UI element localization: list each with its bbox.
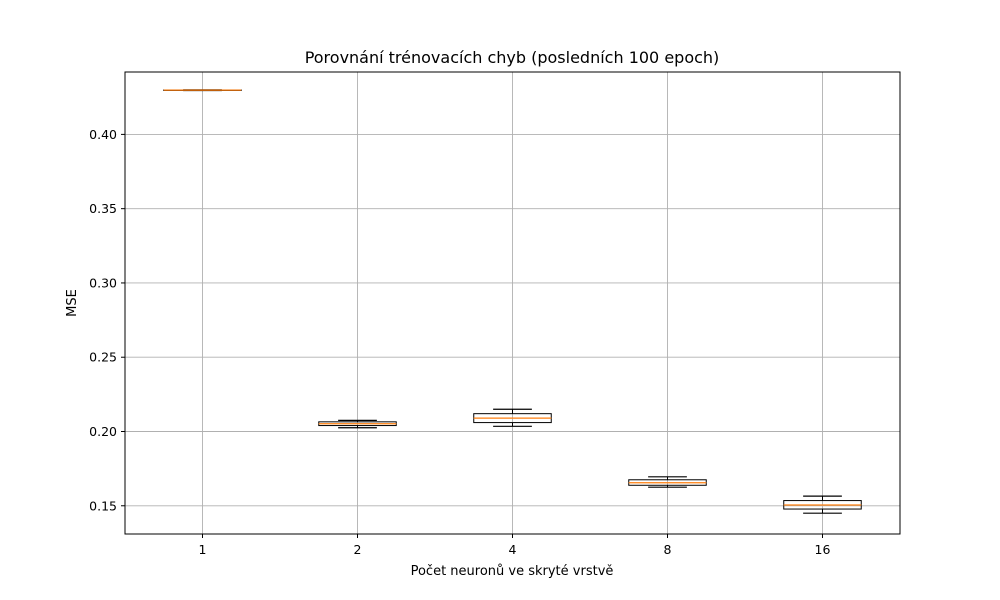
box-16 <box>783 495 862 514</box>
x-axis-ticks: 1 2 4 8 16 <box>199 534 831 557</box>
x-axis-label: Počet neuronů ve skryté vrstvě <box>411 564 614 579</box>
x-tick-label: 16 <box>815 542 831 557</box>
y-axis-ticks: 0.15 0.20 0.25 0.30 0.35 0.40 <box>89 127 125 513</box>
y-tick-label: 0.20 <box>89 424 117 439</box>
box-2 <box>318 419 397 429</box>
y-axis-label: MSE <box>65 289 80 317</box>
x-tick-label: 4 <box>509 542 517 557</box>
grid-lines <box>125 72 900 534</box>
box-4 <box>473 408 552 427</box>
box-series <box>163 89 862 514</box>
y-tick-label: 0.40 <box>89 127 117 142</box>
y-tick-label: 0.15 <box>89 498 117 513</box>
y-tick-label: 0.25 <box>89 350 117 365</box>
chart-title: Porovnání trénovacích chyb (posledních 1… <box>305 48 720 67</box>
x-tick-label: 1 <box>199 542 207 557</box>
box-1 <box>163 89 242 92</box>
y-tick-label: 0.30 <box>89 275 117 290</box>
x-tick-label: 2 <box>354 542 362 557</box>
y-tick-label: 0.35 <box>89 201 117 216</box>
box-8 <box>628 476 707 488</box>
x-tick-label: 8 <box>664 542 672 557</box>
